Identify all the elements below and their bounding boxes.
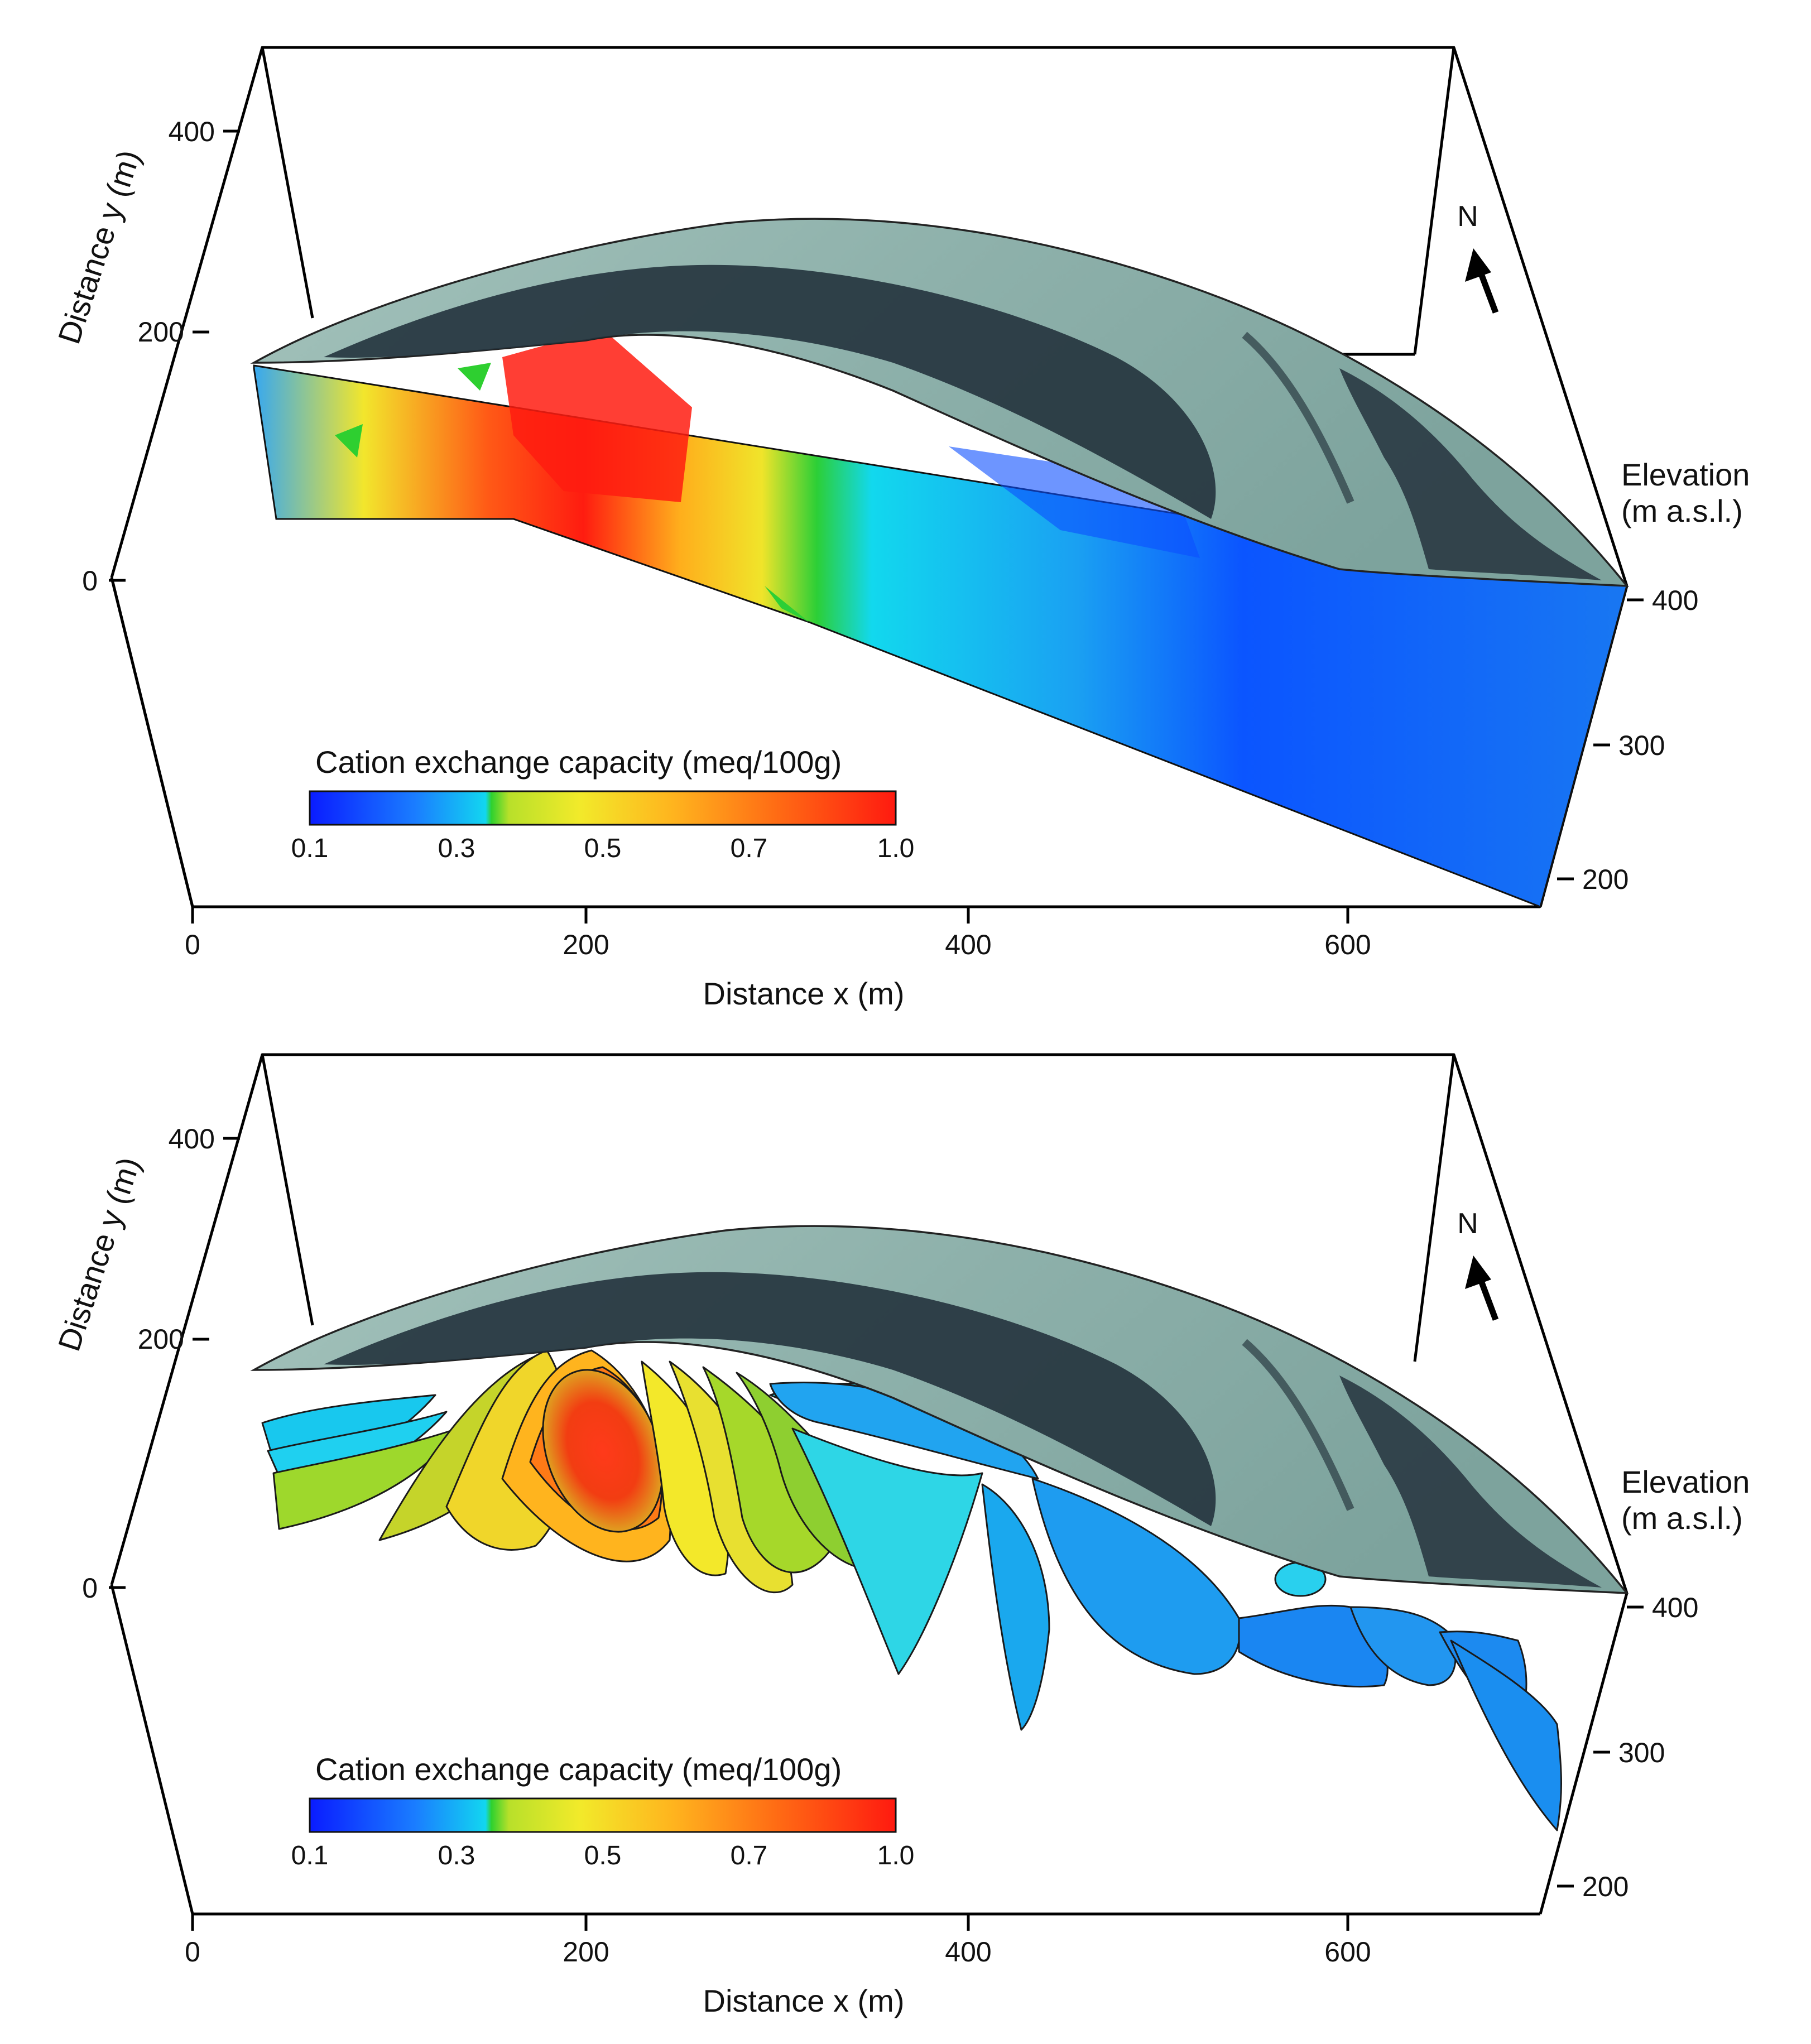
legend-tick-label: 0.1	[291, 1841, 329, 1870]
x-axis-title: Distance x (m)	[703, 976, 905, 1011]
x-tick-label: 0	[185, 929, 200, 960]
z-tick-label: 200	[1582, 1871, 1629, 1902]
x-tick-label: 400	[945, 1936, 991, 1968]
x-axis-title: Distance x (m)	[703, 1983, 905, 2018]
cec-isosurfaces	[261, 1349, 1562, 1831]
y-tick-label: 400	[169, 116, 215, 147]
x-tick-label: 200	[563, 1936, 609, 1968]
legend-tick-label: 0.7	[731, 834, 768, 863]
legend-tick-label: 1.0	[877, 1841, 915, 1870]
x-tick-label: 200	[563, 929, 609, 960]
x-axis: 0 200 400 600 Distance x (m)	[185, 907, 1371, 1011]
z-axis-title: Elevation	[1621, 1464, 1750, 1499]
z-tick-label: 400	[1652, 585, 1698, 616]
z-axis-title-units: (m a.s.l.)	[1621, 1500, 1743, 1536]
north-arrow: N	[1457, 1208, 1499, 1321]
y-axis-title: Distance y (m)	[51, 146, 146, 348]
legend-colorbar	[309, 790, 897, 826]
z-axis: 400 300 200 Elevation (m a.s.l.)	[1557, 1464, 1750, 1902]
terrain-surface	[250, 1225, 1629, 1594]
cec-block-section	[253, 329, 1628, 908]
y-tick-label: 0	[82, 565, 98, 597]
legend-tick-label: 0.1	[291, 834, 329, 863]
x-tick-label: 0	[185, 1936, 200, 1968]
z-tick-label: 300	[1618, 730, 1665, 761]
bounding-box-frame	[110, 1053, 1629, 1916]
y-axis-title: Distance y (m)	[51, 1153, 146, 1355]
z-tick-label: 200	[1582, 864, 1629, 895]
north-label: N	[1457, 1208, 1478, 1240]
arrow-head-icon	[1465, 1256, 1491, 1289]
z-tick-label: 300	[1618, 1737, 1665, 1768]
color-legend: Cation exchange capacity (meq/100g) 0.1 …	[291, 1752, 915, 1870]
x-axis: 0 200 400 600 Distance x (m)	[185, 1914, 1371, 2018]
north-arrow: N	[1457, 200, 1499, 314]
legend-title: Cation exchange capacity (meq/100g)	[315, 1752, 842, 1787]
arrow-head-icon	[1465, 248, 1491, 282]
color-legend: Cation exchange capacity (meq/100g) 0.1 …	[291, 744, 915, 863]
legend-tick-label: 0.3	[438, 1841, 475, 1870]
legend-colorbar	[309, 1797, 897, 1833]
z-axis: 400 300 200 Elevation (m a.s.l.)	[1557, 457, 1750, 895]
terrain-surface	[250, 218, 1629, 587]
z-axis-title: Elevation	[1621, 457, 1750, 492]
y-tick-label: 400	[169, 1123, 215, 1155]
legend-title: Cation exchange capacity (meq/100g)	[315, 744, 842, 780]
y-tick-label: 0	[82, 1572, 98, 1604]
legend-tick-label: 0.5	[584, 1841, 622, 1870]
legend-tick-label: 1.0	[877, 834, 915, 863]
x-tick-label: 600	[1324, 929, 1371, 960]
y-tick-label: 200	[138, 1324, 184, 1355]
z-axis-title-units: (m a.s.l.)	[1621, 493, 1743, 528]
legend-tick-label: 0.7	[731, 1841, 768, 1870]
z-tick-label: 400	[1652, 1592, 1698, 1623]
y-tick-label: 200	[138, 316, 184, 348]
panel-isosurfaces: 400 200 0 Distance y (m) 0 200 400 600 D…	[51, 1053, 1750, 2018]
panel-block-model: 400 200 0 Distance y (m) 0 200 400 600 D…	[51, 46, 1750, 1011]
legend-tick-label: 0.5	[584, 834, 622, 863]
x-tick-label: 600	[1324, 1936, 1371, 1968]
y-axis: 400 200 0 Distance y (m)	[51, 116, 240, 597]
north-label: N	[1457, 200, 1478, 233]
x-tick-label: 400	[945, 929, 991, 960]
legend-tick-label: 0.3	[438, 834, 475, 863]
y-axis: 400 200 0 Distance y (m)	[51, 1123, 240, 1604]
